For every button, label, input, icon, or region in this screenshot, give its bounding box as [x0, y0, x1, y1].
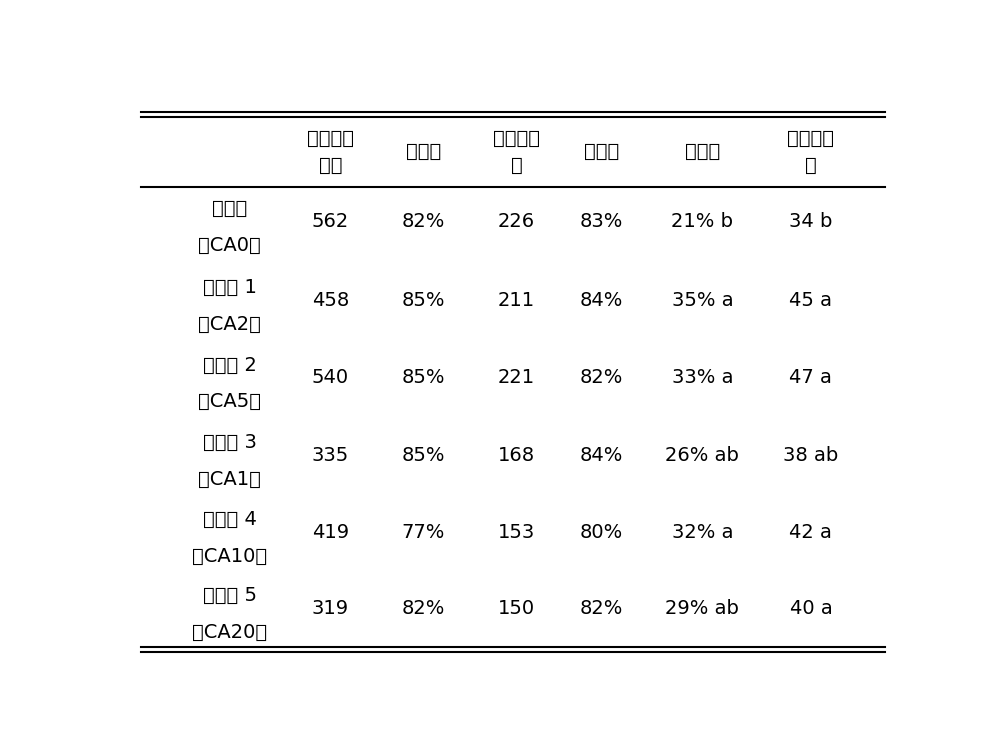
Text: 211: 211	[498, 291, 535, 310]
Text: 153: 153	[498, 523, 535, 542]
Text: 实施例 1: 实施例 1	[203, 278, 257, 297]
Text: （CA5）: （CA5）	[198, 393, 261, 411]
Text: 82%: 82%	[580, 368, 623, 387]
Text: 对照组: 对照组	[212, 199, 247, 218]
Text: 21% b: 21% b	[671, 212, 733, 231]
Text: 33% a: 33% a	[672, 368, 733, 387]
Text: 实施例 4: 实施例 4	[203, 510, 257, 530]
Text: 77%: 77%	[402, 523, 445, 542]
Text: 囊胚率: 囊胚率	[685, 142, 720, 162]
Text: （CA20）: （CA20）	[192, 623, 267, 642]
Text: 47 a: 47 a	[789, 368, 832, 387]
Text: （CA2）: （CA2）	[198, 315, 261, 334]
Text: 85%: 85%	[402, 446, 445, 465]
Text: 335: 335	[312, 446, 349, 465]
Text: 34 b: 34 b	[789, 212, 833, 231]
Text: 囊胚细胞
数: 囊胚细胞 数	[787, 129, 834, 174]
Text: （CA0）: （CA0）	[198, 236, 261, 255]
Text: 卵母细胞
总数: 卵母细胞 总数	[307, 129, 354, 174]
Text: 540: 540	[312, 368, 349, 387]
Text: 实施例 5: 实施例 5	[203, 586, 257, 606]
Text: 42 a: 42 a	[789, 523, 832, 542]
Text: 221: 221	[498, 368, 535, 387]
Text: 458: 458	[312, 291, 349, 310]
Text: 150: 150	[498, 599, 535, 618]
Text: 85%: 85%	[402, 291, 445, 310]
Text: 实施例 2: 实施例 2	[203, 355, 257, 375]
Text: 卵裂率: 卵裂率	[584, 142, 619, 162]
Text: 40 a: 40 a	[790, 599, 832, 618]
Text: 419: 419	[312, 523, 349, 542]
Text: 85%: 85%	[402, 368, 445, 387]
Text: 84%: 84%	[580, 291, 623, 310]
Text: 83%: 83%	[580, 212, 623, 231]
Text: 562: 562	[312, 212, 349, 231]
Text: 实施例 3: 实施例 3	[203, 433, 257, 452]
Text: 82%: 82%	[402, 212, 445, 231]
Text: 32% a: 32% a	[672, 523, 733, 542]
Text: 29% ab: 29% ab	[665, 599, 739, 618]
Text: 168: 168	[498, 446, 535, 465]
Text: 84%: 84%	[580, 446, 623, 465]
Text: 成熟率: 成熟率	[406, 142, 441, 162]
Text: 226: 226	[498, 212, 535, 231]
Text: 38 ab: 38 ab	[783, 446, 838, 465]
Text: 26% ab: 26% ab	[665, 446, 739, 465]
Text: 35% a: 35% a	[672, 291, 733, 310]
Text: （CA10）: （CA10）	[192, 547, 267, 566]
Text: （CA1）: （CA1）	[198, 469, 261, 489]
Text: 319: 319	[312, 599, 349, 618]
Text: 80%: 80%	[580, 523, 623, 542]
Text: 82%: 82%	[580, 599, 623, 618]
Text: 孤雌激活
数: 孤雌激活 数	[493, 129, 540, 174]
Text: 45 a: 45 a	[789, 291, 832, 310]
Text: 82%: 82%	[402, 599, 445, 618]
